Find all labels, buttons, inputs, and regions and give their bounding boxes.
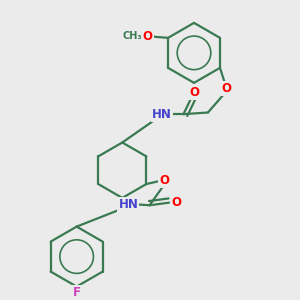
Text: O: O: [159, 174, 169, 187]
Text: O: O: [171, 196, 181, 209]
Text: HN: HN: [152, 108, 172, 121]
Text: O: O: [221, 82, 232, 94]
Text: HN: HN: [118, 198, 138, 211]
Text: CH₃: CH₃: [122, 31, 142, 40]
Text: F: F: [73, 286, 81, 299]
Text: O: O: [190, 86, 200, 100]
Text: O: O: [143, 30, 153, 43]
